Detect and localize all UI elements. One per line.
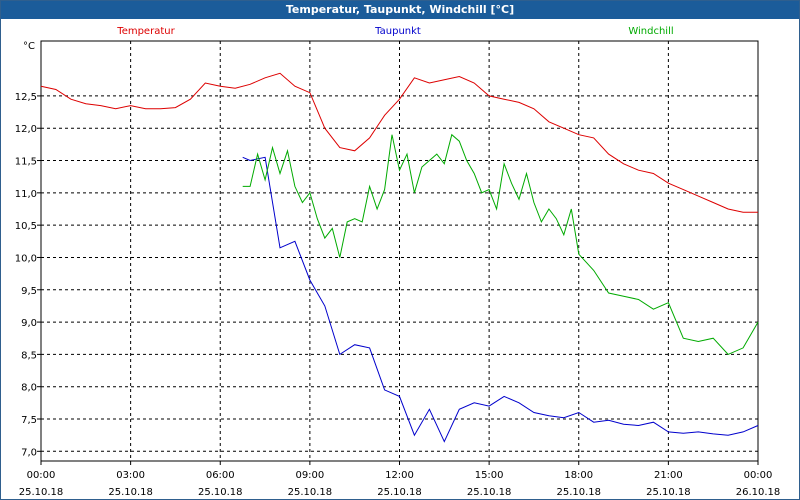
x-tick-date-label: 25.10.18 <box>556 487 601 498</box>
chart-title: Temperatur, Taupunkt, Windchill [°C] <box>1 1 799 19</box>
x-tick-date-label: 26.10.18 <box>736 487 781 498</box>
series-line-windchill <box>242 133 759 356</box>
x-tick-date-label: 25.10.18 <box>377 487 422 498</box>
y-tick-label: 11,0 <box>15 189 37 200</box>
x-tick-time-label: 09:00 <box>295 470 324 481</box>
x-tick-time-label: 00:00 <box>744 470 773 481</box>
y-axis-label: °C <box>23 41 35 52</box>
x-tick-date-label: 25.10.18 <box>646 487 691 498</box>
y-tick-label: 10,0 <box>15 253 37 264</box>
x-tick-time-label: 06:00 <box>206 470 235 481</box>
x-tick-time-label: 00:00 <box>27 470 56 481</box>
series-line-taupunkt <box>242 156 759 443</box>
x-tick-date-label: 25.10.18 <box>108 487 153 498</box>
line-chart: 7,0 7,5 8,0 8,5 9,0 9,5 10,0 10,5 11,0 11,5 12,0 12… <box>15 26 781 498</box>
y-tick-label: 7,0 <box>21 447 37 458</box>
y-tick-label: 11,5 <box>15 157 37 168</box>
x-tick-time-label: 12:00 <box>385 470 414 481</box>
y-tick-label: 12,5 <box>15 92 37 103</box>
x-tick-date-label: 25.10.18 <box>19 487 64 498</box>
x-tick-time-label: 21:00 <box>654 470 683 481</box>
y-tick-label: 8,5 <box>21 350 37 361</box>
x-tick-time-label: 03:00 <box>116 470 145 481</box>
y-tick-label: 8,0 <box>21 383 37 394</box>
x-tick-date-label: 25.10.18 <box>467 487 512 498</box>
legend-label-taupunkt: Taupunkt <box>374 26 421 37</box>
x-tick-date-label: 25.10.18 <box>288 487 333 498</box>
y-tick-label: 9,5 <box>21 286 37 297</box>
y-tick-label: 10,5 <box>15 221 37 232</box>
series-line-temperatur <box>40 72 758 213</box>
x-tick-date-label: 25.10.18 <box>198 487 243 498</box>
y-tick-label: 9,0 <box>21 318 37 329</box>
x-tick-time-label: 15:00 <box>475 470 504 481</box>
y-tick-label: 7,5 <box>21 415 37 426</box>
x-tick-time-label: 18:00 <box>564 470 593 481</box>
legend-label-windchill: Windchill <box>628 26 673 37</box>
legend-label-temperatur: Temperatur <box>116 26 175 37</box>
y-tick-label: 12,0 <box>15 124 37 135</box>
